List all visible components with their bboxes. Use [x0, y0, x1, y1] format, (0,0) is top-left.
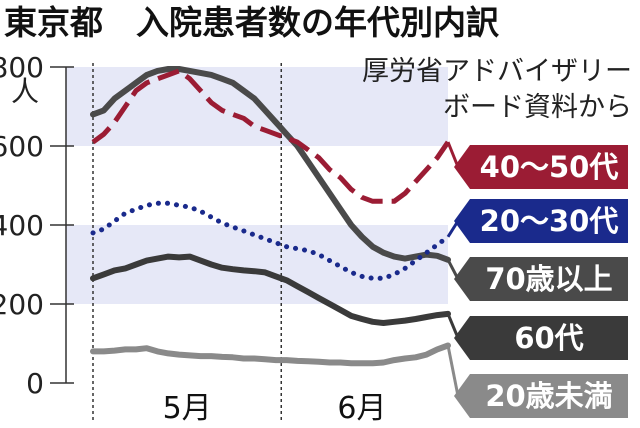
- y-axis: 0 200 400 600 800: [0, 51, 74, 400]
- series-line-3: [90, 253, 451, 326]
- legend-box-2: [454, 257, 628, 301]
- legend-label-0: 40〜50代: [480, 150, 619, 184]
- source-line-2: ボード資料から: [443, 92, 632, 123]
- y-tick-label-1: 200: [0, 288, 44, 321]
- series-line-0: [91, 68, 451, 204]
- band-0: [66, 225, 448, 304]
- legend-leader-4: [446, 345, 460, 397]
- legend-label-3: 60代: [514, 321, 583, 355]
- legend-leaders: [446, 141, 460, 397]
- chart-title: 東京都 入院患者数の年代別内訳: [4, 3, 500, 42]
- legend-box-4: [454, 374, 628, 418]
- legend-label-1: 20〜30代: [480, 204, 619, 238]
- background-bands: [66, 67, 448, 304]
- series-line-4: [90, 342, 451, 367]
- series-line-1: [90, 200, 451, 281]
- legend: 40〜50代 20〜30代 70歳以上 60代 20歳未満: [454, 145, 628, 418]
- y-tick-label-3: 600: [0, 130, 44, 163]
- source-line-1: 厚労省アドバイザリー: [362, 56, 632, 87]
- y-axis-unit-label: 人: [11, 75, 39, 108]
- y-tick-label-2: 400: [0, 209, 44, 242]
- x-axis: 5月 6月: [163, 391, 387, 426]
- legend-leader-0: [446, 141, 460, 168]
- legend-box-3: [454, 316, 628, 360]
- series-lines: [90, 66, 451, 367]
- legend-leader-3: [446, 313, 460, 339]
- x-tick-label-1: 6月: [337, 391, 386, 426]
- x-tick-label-0: 5月: [163, 391, 212, 426]
- legend-label-2: 70歳以上: [485, 262, 612, 296]
- series-line-2: [90, 66, 451, 263]
- band-1: [66, 67, 448, 146]
- y-tick-label-4: 800: [0, 51, 44, 84]
- legend-box-1: [454, 199, 628, 243]
- legend-label-4: 20歳未満: [485, 379, 612, 413]
- y-tick-label-0: 0: [26, 367, 44, 400]
- legend-box-0: [454, 145, 628, 189]
